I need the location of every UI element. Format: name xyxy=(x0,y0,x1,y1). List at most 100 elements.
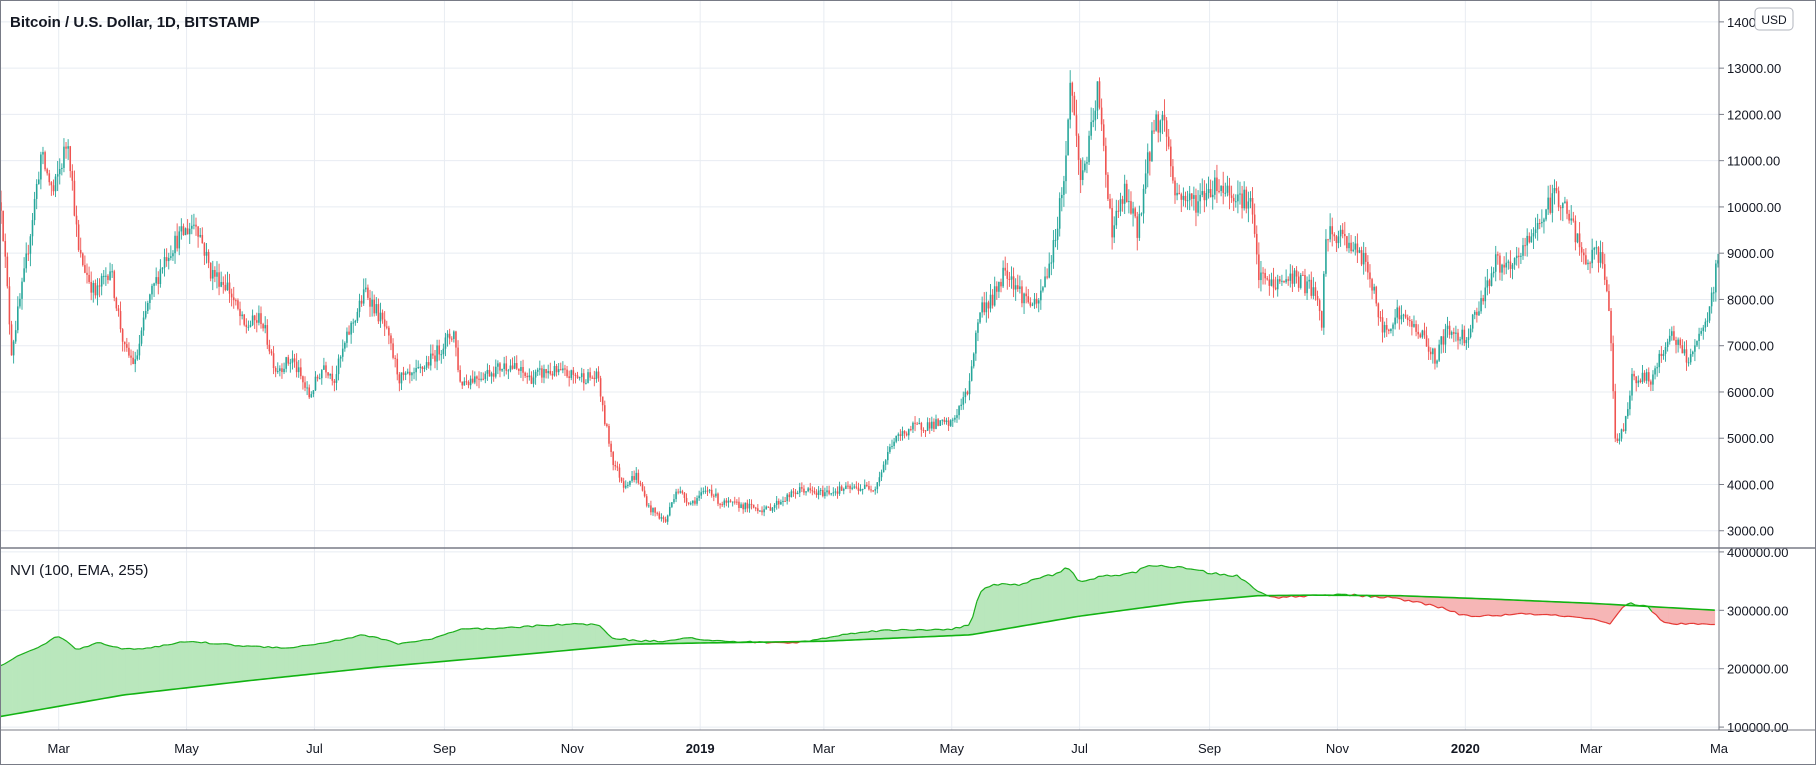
candle-body xyxy=(673,499,675,502)
nvi-fill-segment xyxy=(1702,609,1706,624)
nvi-fill-segment xyxy=(1057,572,1061,620)
candle-body xyxy=(1183,196,1185,200)
nvi-line-segment xyxy=(168,644,172,645)
candle-body xyxy=(1357,244,1359,253)
nvi-fill-segment xyxy=(545,626,549,653)
candle-body xyxy=(1545,209,1547,219)
candle-body xyxy=(1514,258,1516,265)
nvi-fill-segment xyxy=(1581,603,1585,619)
candle-body xyxy=(386,327,388,328)
candle-body xyxy=(1191,193,1193,198)
candle-body xyxy=(361,301,363,304)
candle-body xyxy=(1606,280,1608,291)
candle-body xyxy=(967,392,969,394)
nvi-fill-segment xyxy=(319,643,323,673)
nvi-fill-segment xyxy=(1480,599,1484,617)
candle-body xyxy=(1700,331,1702,334)
candle-body xyxy=(1682,345,1684,353)
candle-body xyxy=(912,423,914,430)
nvi-line-segment xyxy=(130,648,134,649)
nvi-fill-segment xyxy=(1195,570,1199,602)
candle-body xyxy=(1482,298,1484,301)
candle-body xyxy=(1562,203,1564,208)
candle-body xyxy=(1308,280,1310,282)
candle-body xyxy=(189,229,191,235)
nvi-fill-segment xyxy=(1078,580,1082,616)
candle-body xyxy=(1654,368,1656,374)
nvi-fill-segment xyxy=(1505,600,1509,615)
candle-body xyxy=(797,493,799,494)
candle-body xyxy=(210,263,212,279)
candle-body xyxy=(1409,320,1411,321)
nvi-fill-segment xyxy=(1522,600,1526,614)
candle-body xyxy=(535,372,537,378)
candle-body xyxy=(69,146,71,171)
candle-body xyxy=(503,363,505,369)
y-tick-label: 3000.00 xyxy=(1727,524,1774,539)
candle-body xyxy=(868,486,870,489)
candle-body xyxy=(564,368,566,369)
candle-body xyxy=(1359,250,1361,253)
candle-body xyxy=(384,319,386,326)
candle-body xyxy=(801,487,803,489)
candle-body xyxy=(260,313,262,324)
candle-body xyxy=(348,332,350,335)
candle-body xyxy=(1380,317,1382,318)
candle-body xyxy=(1302,275,1304,276)
candle-body xyxy=(784,501,786,502)
candle-body xyxy=(1074,96,1076,115)
candle-body xyxy=(1581,247,1583,252)
candle-body xyxy=(1271,279,1273,285)
nvi-fill-segment xyxy=(235,646,239,683)
candle-body xyxy=(1042,287,1044,290)
candle-body xyxy=(1619,439,1621,441)
candle-body xyxy=(80,250,82,254)
nvi-fill-segment xyxy=(1115,575,1119,611)
candle-body xyxy=(1292,274,1294,284)
nvi-fill-segment xyxy=(1606,604,1610,624)
candle-body xyxy=(642,484,644,490)
candle-body xyxy=(954,418,956,420)
candle-body xyxy=(529,376,531,378)
nvi-line-segment xyxy=(415,641,419,642)
candle-body xyxy=(1503,265,1505,268)
nvi-line-segment xyxy=(293,647,297,648)
candle-body xyxy=(447,334,449,338)
candle-body xyxy=(1017,285,1019,289)
candle-body xyxy=(499,363,501,370)
candle-body xyxy=(1216,178,1218,191)
candle-body xyxy=(63,147,65,168)
candle-body xyxy=(1185,196,1187,201)
nvi-fill-segment xyxy=(998,584,1002,631)
candle-body xyxy=(508,370,510,371)
candle-body xyxy=(493,373,495,376)
candle-body xyxy=(1227,186,1229,193)
candle-body xyxy=(241,315,243,316)
candle-body xyxy=(721,504,723,505)
nvi-line-segment xyxy=(1509,614,1513,615)
candle-body xyxy=(751,504,753,505)
candle-body xyxy=(1596,247,1598,248)
candle-body xyxy=(30,236,32,253)
currency-badge[interactable]: USD xyxy=(1755,8,1793,30)
indicator-y-tick-label: 200000.00 xyxy=(1727,662,1788,677)
candle-body xyxy=(1447,326,1449,329)
candle-body xyxy=(866,485,868,486)
candle-body xyxy=(451,339,453,340)
candle-body xyxy=(1461,330,1463,340)
candle-body xyxy=(311,394,313,397)
candle-body xyxy=(1621,429,1623,438)
candle-body xyxy=(149,294,151,303)
nvi-fill-segment xyxy=(1128,572,1132,610)
candle-body xyxy=(682,491,684,493)
nvi-fill-segment xyxy=(151,646,155,691)
candle-body xyxy=(323,365,325,369)
candle-body xyxy=(1059,198,1061,229)
candle-body xyxy=(237,300,239,309)
candle-body xyxy=(57,174,59,176)
nvi-fill-segment xyxy=(1535,601,1539,615)
candle-body xyxy=(1484,288,1486,302)
candle-body xyxy=(612,452,614,465)
